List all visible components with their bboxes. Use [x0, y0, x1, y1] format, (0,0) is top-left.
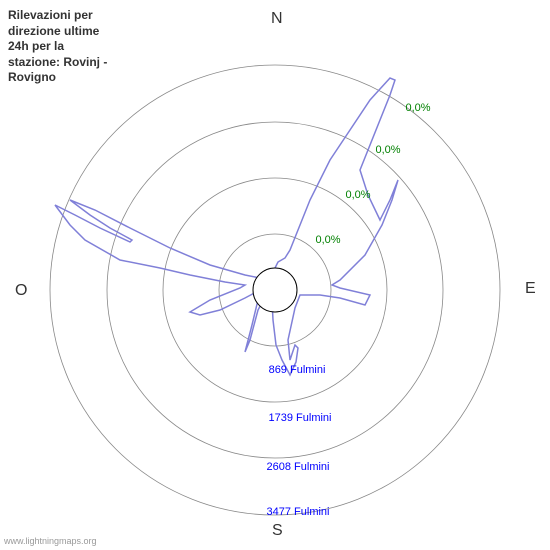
upper-ring-label-1: 0,0%	[315, 234, 340, 246]
chart-title: Rilevazioni per direzione ultime 24h per…	[8, 8, 118, 86]
lower-ring-label-1: 869 Fulmini	[269, 364, 326, 376]
compass-o: O	[15, 282, 27, 300]
upper-ring-label-4: 0,0%	[405, 102, 430, 114]
compass-e: E	[525, 280, 536, 298]
lower-ring-label-4: 3477 Fulmini	[267, 506, 330, 518]
rose-polygon	[55, 78, 398, 375]
center-hole	[253, 268, 297, 312]
compass-n: N	[271, 10, 283, 28]
lower-ring-label-3: 2608 Fulmini	[267, 461, 330, 473]
upper-ring-label-3: 0,0%	[375, 144, 400, 156]
lower-ring-label-2: 1739 Fulmini	[269, 412, 332, 424]
upper-ring-label-2: 0,0%	[345, 189, 370, 201]
watermark: www.lightningmaps.org	[4, 536, 97, 546]
compass-s: S	[272, 522, 283, 540]
